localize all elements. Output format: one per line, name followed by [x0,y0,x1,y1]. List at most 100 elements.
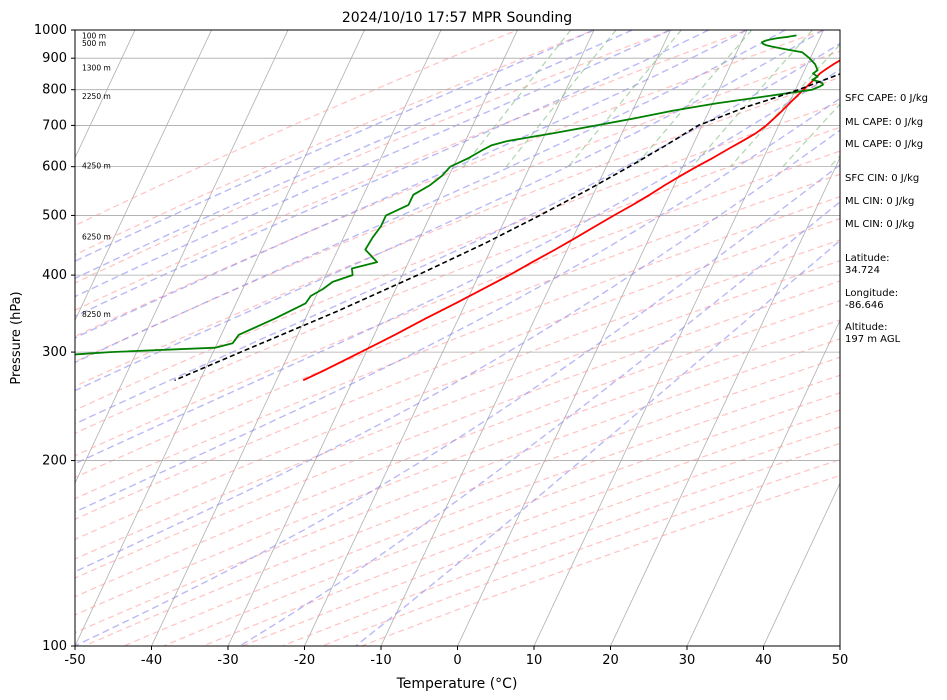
mixing-ratio-line [463,30,572,168]
dry-adiabat [75,50,840,363]
x-tick-label: -20 [294,653,315,668]
height-label: 8250 m [82,310,111,319]
dewpoint-trace [75,34,824,356]
x-axis-label: Temperature (°C) [396,676,518,692]
mixing-ratio-line [567,30,682,168]
y-tick-label: 500 [42,208,67,223]
mixing-ratio-line [691,30,813,168]
dry-adiabat [75,76,840,388]
dry-adiabat [280,442,840,646]
dry-adiabat [75,30,826,338]
x-tick-label: -30 [217,653,238,668]
y-axis-label: Pressure (hPa) [9,291,24,384]
height-label: 1300 m [82,63,111,72]
dry-adiabat [75,126,840,434]
x-axis: -50 -40 -30 -20 -10 0 10 20 30 40 50 [64,646,848,668]
annotation-text: ML CAPE: 0 J/kg [845,139,924,150]
x-tick-label: 40 [755,653,772,668]
annotation-text: Longitude: -86.646 [845,288,899,311]
x-tick-label: -50 [64,653,85,668]
mixing-ratio-line [505,30,617,168]
moist-adiabat [75,68,840,465]
temperature-trace [302,59,840,382]
y-tick-label: 600 [42,160,67,175]
moist-adiabat [75,30,671,298]
moist-adiabat [239,201,840,646]
y-tick-label: 100 [42,639,67,654]
isotherm-line [151,30,442,646]
moist-adiabat [75,30,786,364]
y-tick-label: 700 [42,118,67,133]
x-tick-label: 20 [602,653,619,668]
annotation-text: Latitude: 34.724 [845,253,890,276]
moist-adiabat [75,129,840,573]
y-axis: 1000 900 800 700 600 500 400 300 200 100 [34,23,75,654]
x-tick-label: -10 [370,653,391,668]
mixing-ratio-line [634,30,753,168]
annotation-text: ML CIN: 0 J/kg [845,219,915,230]
annotation-text: SFC CAPE: 0 J/kg [845,93,928,104]
dry-adiabat [161,392,840,646]
x-tick-label: 0 [453,653,461,668]
dry-adiabat [201,409,840,646]
annotation-text: ML CIN: 0 J/kg [845,196,915,207]
y-tick-label: 200 [42,454,67,469]
dry-adiabat [75,30,749,311]
dry-adiabat [75,338,840,634]
chart-title: 2024/10/10 17:57 MPR Sounding [342,10,572,26]
x-tick-label: 30 [679,653,696,668]
moist-adiabat [75,30,710,318]
dry-adiabat [75,30,673,284]
isotherm-line [75,30,365,646]
isotherm-line [910,17,947,660]
isotherm-line [304,30,595,646]
y-tick-label: 300 [42,345,67,360]
moist-adiabat [75,30,748,339]
isotherm-line [75,30,289,485]
background-lines [75,17,947,660]
isotherm-line [610,156,840,646]
x-tick-label: -40 [141,653,162,668]
y-tick-label: 800 [42,83,67,98]
dry-adiabat [241,426,840,646]
annotation-text: Altitude: 197 m AGL [845,322,901,345]
moist-adiabat [75,30,595,263]
dry-adiabat [75,319,840,616]
dry-adiabat [75,239,840,540]
x-tick-label: 10 [526,653,543,668]
dry-adiabat [75,30,596,256]
dry-adiabat [75,102,840,411]
dry-adiabat [75,196,840,500]
sounding-traces [75,34,840,382]
parcel-trace [174,73,840,382]
isotherm-line [75,30,136,159]
moist-adiabat [75,163,840,646]
moist-adiabat [355,239,840,646]
dry-adiabat [75,173,840,479]
y-tick-label: 1000 [34,23,67,38]
isotherm-line [380,30,671,646]
moist-adiabat [75,42,840,425]
moist-adiabat [75,30,824,392]
dry-adiabat [75,30,520,227]
isotherm-line [75,30,212,322]
annotation-text: ML CAPE: 0 J/kg [845,117,924,128]
y-tick-label: 900 [42,51,67,66]
moist-adiabat [75,97,840,513]
height-label: 4250 m [82,161,111,170]
height-label: 500 m [82,39,106,48]
dry-adiabat [75,280,840,579]
y-tick-label: 400 [42,268,67,283]
height-label: 6250 m [82,233,111,242]
dry-adiabat [82,356,840,646]
dry-adiabat [75,260,840,560]
moist-adiabat [75,30,633,280]
isotherm-line [457,30,748,646]
x-tick-label: 50 [832,653,849,668]
height-label: 100 m [82,31,106,40]
isotherm-line [686,319,840,646]
annotation-text: SFC CIN: 0 J/kg [845,173,920,184]
isotherm-line [227,30,518,646]
